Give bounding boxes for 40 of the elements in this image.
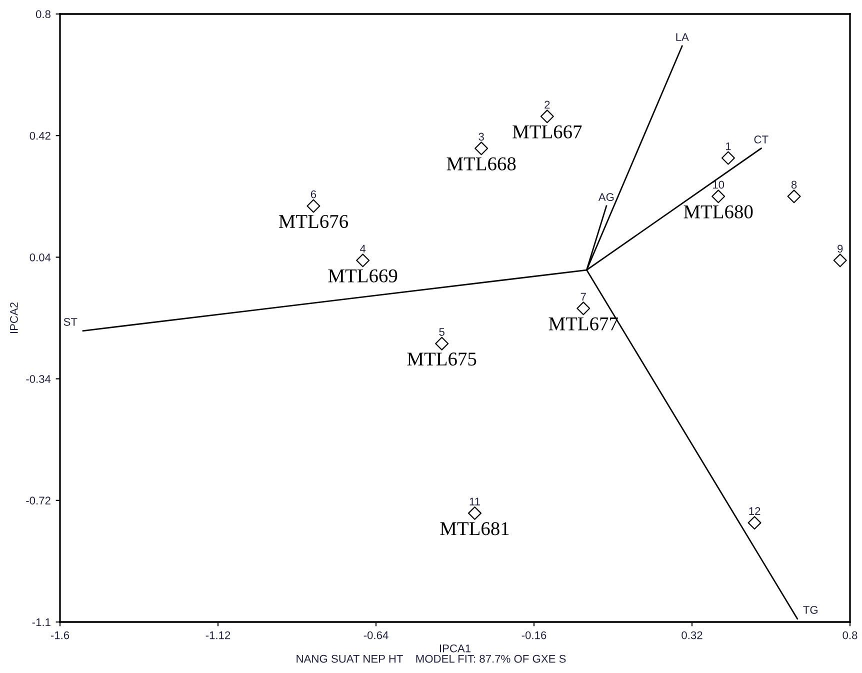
x-tick-label: -0.16 xyxy=(522,631,546,640)
annotation: MTL669 xyxy=(328,269,398,282)
y-tick-label: -1.1 xyxy=(32,618,50,626)
y-tick-label: 0.8 xyxy=(36,10,50,18)
annotation: MTL675 xyxy=(407,352,476,366)
series-label: 7 xyxy=(580,292,586,301)
x-tick-label: -1.6 xyxy=(50,631,70,640)
x-tick-label: 0.8 xyxy=(842,631,858,640)
series-label: 9 xyxy=(838,244,843,253)
series-label: TG xyxy=(803,606,818,614)
x-axis-title: IPCA1 xyxy=(440,644,471,652)
annotation: MTL680 xyxy=(684,205,753,218)
series-label: 11 xyxy=(470,498,480,506)
series-label: 3 xyxy=(478,132,484,141)
y-tick-label: -0.34 xyxy=(26,375,51,383)
series-label: 2 xyxy=(544,100,550,109)
series-label: 5 xyxy=(439,328,444,336)
y-axis-title: IPCA2 xyxy=(10,302,18,334)
x-tick-label: -1.12 xyxy=(206,631,230,640)
series-label: 6 xyxy=(310,190,316,198)
series-label: 4 xyxy=(360,244,366,253)
annotation: MTL667 xyxy=(512,125,582,138)
text: NANG SUAT NEP HT MODEL FIT: 87.7% OF GXE S xyxy=(296,654,566,663)
series-label: CT xyxy=(754,136,768,144)
series-label: 1 xyxy=(726,142,731,150)
series-label: 10 xyxy=(713,180,724,189)
annotation: MTL681 xyxy=(440,522,509,536)
x-tick-label: -0.64 xyxy=(364,631,388,640)
series-label: ST xyxy=(64,318,78,326)
series-label: 12 xyxy=(749,507,760,515)
y-tick-label: 0.04 xyxy=(30,253,51,262)
y-tick-label: 0.42 xyxy=(30,132,50,140)
series-label: AG xyxy=(598,193,614,202)
series-label: LA xyxy=(676,33,689,41)
annotation: MTL676 xyxy=(278,214,348,228)
y-tick-label: -0.72 xyxy=(26,496,50,505)
annotation: MTL677 xyxy=(548,317,618,330)
x-tick-label: 0.32 xyxy=(682,631,702,640)
series-label: 8 xyxy=(791,180,797,189)
annotation: MTL668 xyxy=(446,157,516,170)
